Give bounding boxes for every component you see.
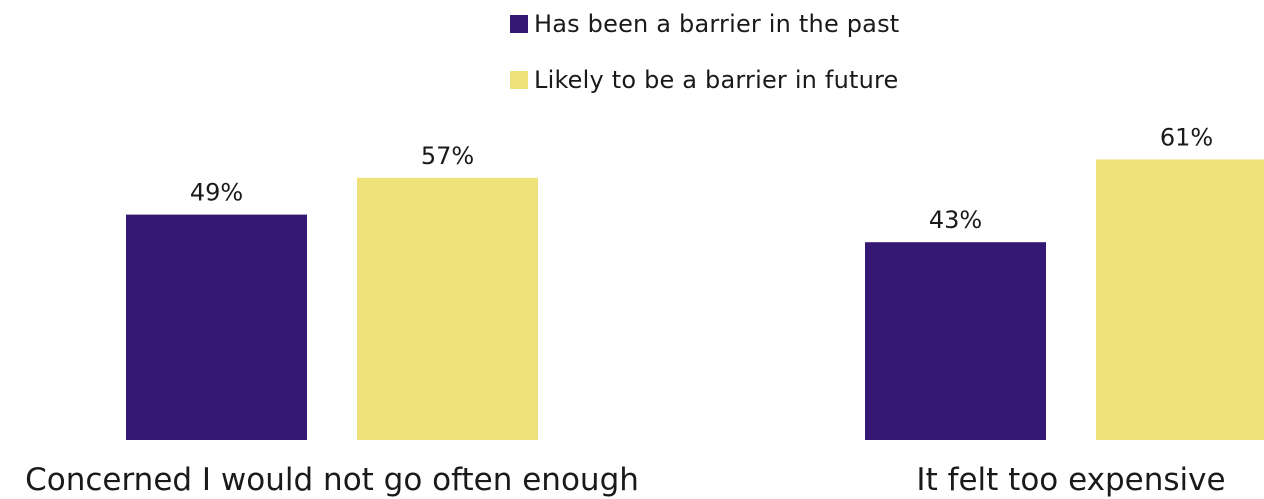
legend: Has been a barrier in the past Likely to… [510, 6, 899, 118]
legend-item-future: Likely to be a barrier in future [510, 62, 899, 98]
legend-item-past: Has been a barrier in the past [510, 6, 899, 42]
data-label-past-1: 43% [929, 206, 982, 234]
bar-past-0 [126, 214, 307, 440]
legend-swatch-future [510, 71, 528, 89]
data-label-future-0: 57% [421, 142, 474, 170]
data-label-past-0: 49% [190, 179, 243, 207]
data-label-future-1: 61% [1160, 123, 1213, 151]
legend-label-future: Likely to be a barrier in future [534, 66, 899, 94]
bar-future-0 [357, 177, 538, 441]
legend-swatch-past [510, 15, 528, 33]
bar-future-1 [1096, 159, 1264, 440]
category-label-0: Concerned I would not go often enough [25, 462, 639, 498]
legend-label-past: Has been a barrier in the past [534, 10, 900, 38]
category-label-1: It felt too expensive [916, 462, 1225, 498]
bar-past-1 [865, 242, 1046, 440]
